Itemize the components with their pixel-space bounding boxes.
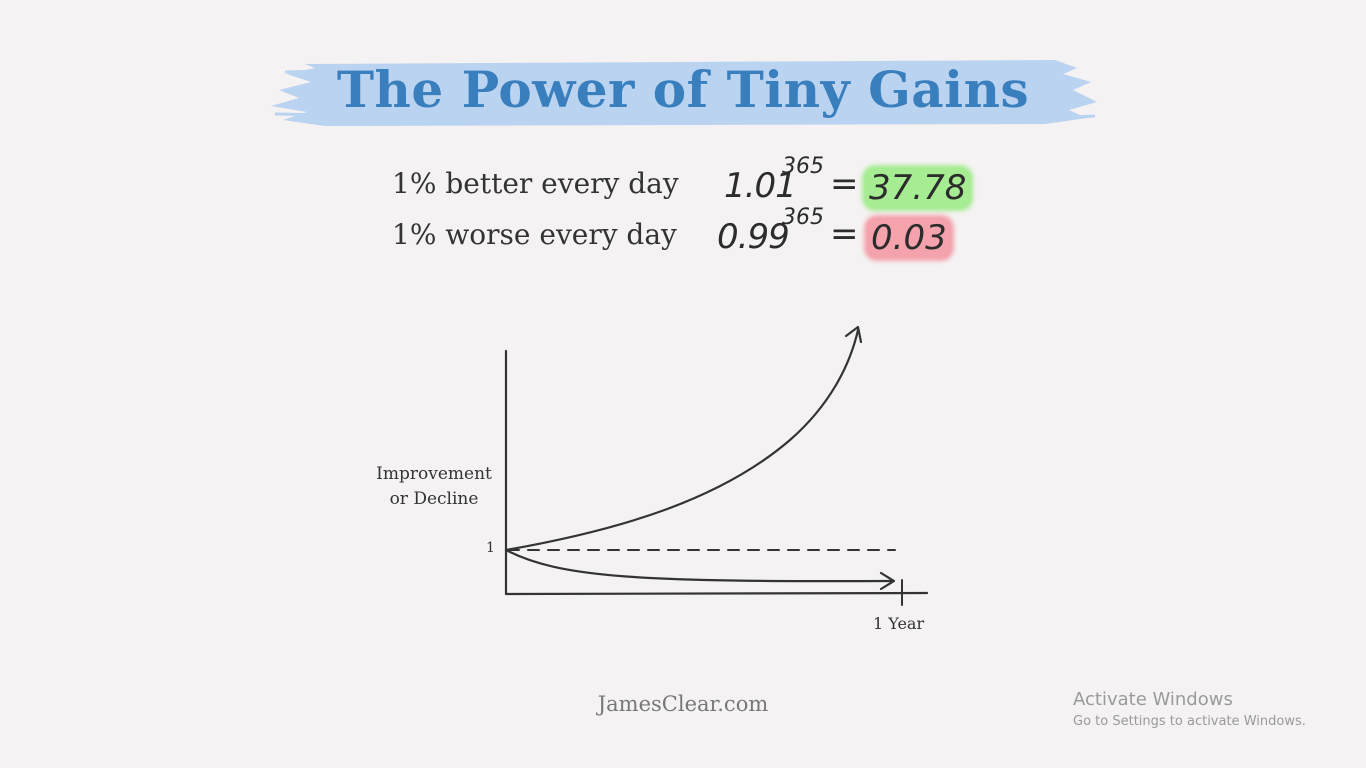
equation-worse-label: 1% worse every day xyxy=(392,218,677,251)
decline-curve xyxy=(504,548,894,583)
decline-arrowhead xyxy=(879,571,896,591)
equation-worse-equals: = xyxy=(830,214,859,254)
equation-better-label: 1% better every day xyxy=(392,167,679,200)
improvement-arrowhead xyxy=(844,325,863,344)
equation-better-exponent: 365 xyxy=(782,154,824,179)
equation-worse-exponent: 365 xyxy=(782,205,824,230)
equation-worse-base: 0.99 xyxy=(717,217,790,257)
equation-better-base: 1.01 xyxy=(724,166,797,206)
page-title: The Power of Tiny Gains xyxy=(336,60,1030,119)
equation-better-result: 37.78 xyxy=(865,168,971,208)
y-axis-label-line1: Improvement xyxy=(376,464,492,484)
footer-source: JamesClear.com xyxy=(597,692,769,716)
equation-worse-result: 0.03 xyxy=(867,218,951,258)
y-axis-label: Improvement or Decline xyxy=(368,462,500,512)
activate-windows-subtitle: Go to Settings to activate Windows. xyxy=(1073,714,1306,729)
equation-better-equals: = xyxy=(830,164,859,204)
title-brush-highlight xyxy=(265,52,1100,132)
activate-windows-title: Activate Windows xyxy=(1073,689,1233,710)
improvement-curve xyxy=(504,328,860,552)
y-tick-label: 1 xyxy=(486,540,495,556)
y-axis-label-line2: or Decline xyxy=(389,489,479,509)
x-axis xyxy=(504,591,929,596)
x-tick-label: 1 Year xyxy=(873,614,925,633)
